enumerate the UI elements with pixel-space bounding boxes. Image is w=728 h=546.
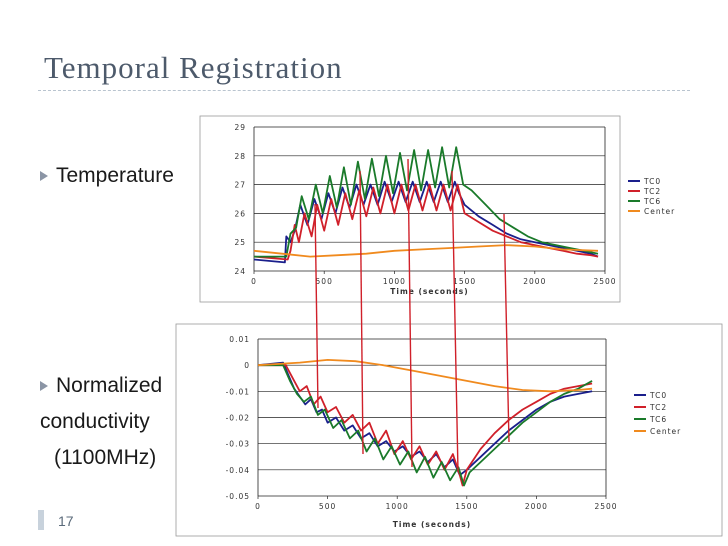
y-tick-label: -0.04 [226,466,250,475]
legend-entry: TC6 [643,197,661,206]
legend-entry: Center [650,427,681,436]
y-tick-label: -0.01 [226,387,250,396]
chart-frame [175,323,723,537]
x-tick-label: 1500 [453,277,476,286]
series-line-center [257,358,593,393]
x-tick-label: 1000 [383,277,406,286]
x-tick-label: 2500 [594,502,617,511]
series-line-tc6 [254,146,599,258]
x-tick-label: 2500 [593,277,616,286]
x-tick-label: 0 [251,277,257,286]
registration-connector [503,213,510,443]
registration-markers [314,158,510,473]
temperature-chart: 24 25 26 27 28 29 0 500 1000 1500 2000 2500 Time (se… [199,115,675,303]
legend-entry: TC2 [649,403,667,412]
legend-entry: Center [644,207,675,216]
y-tick-label: 0.01 [229,335,250,344]
y-tick-label: 26 [234,209,246,218]
bullet-arrow-icon [40,381,48,391]
x-axis-title: Time (seconds) [393,520,471,529]
x-axis-title: Time (seconds) [390,287,468,296]
y-tick-label: 28 [234,152,246,161]
y-tick-label: 24 [234,267,246,276]
registration-connector [407,158,413,468]
bullet-frequency: (1100MHz) [54,446,157,469]
y-tick-label: 27 [234,181,246,190]
bullet-conductivity: conductivity [40,410,150,433]
x-tick-label: 2000 [525,502,548,511]
y-tick-label: 29 [234,123,246,132]
registration-connector [314,203,319,409]
title-divider [38,90,690,91]
conductivity-chart: -0.05 -0.04 -0.03 -0.02 -0.01 0 0.01 0 500 1000 15… [175,323,723,537]
slide-title: Temporal Registration [44,50,343,85]
bullet-normalized: Normalized [56,374,163,397]
y-tick-label: -0.05 [226,492,250,501]
footer-mark [38,510,44,530]
y-tick-label: 25 [234,238,246,247]
x-tick-label: 500 [319,502,336,511]
series-line-center [253,244,599,258]
bullet-arrow-icon [40,171,48,181]
x-tick-label: 0 [255,502,261,511]
x-tick-label: 1000 [386,502,409,511]
legend-entry: TC6 [649,415,667,424]
y-tick-label: 0 [244,361,250,370]
legend-entry: TC2 [643,187,661,196]
bullet-temperature: Temperature [56,164,174,187]
x-tick-label: 2000 [523,277,546,286]
legend-entry: TC0 [643,177,661,186]
registration-connector [451,170,459,473]
x-tick-label: 1500 [455,502,478,511]
page-number: 17 [58,513,74,529]
series-line-tc6 [258,364,593,487]
y-tick-label: -0.03 [226,440,250,449]
legend-entry: TC0 [649,391,667,400]
x-tick-label: 500 [316,277,333,286]
registration-connector [359,170,364,455]
series-line-tc2 [253,183,599,261]
y-tick-label: -0.02 [226,414,250,423]
